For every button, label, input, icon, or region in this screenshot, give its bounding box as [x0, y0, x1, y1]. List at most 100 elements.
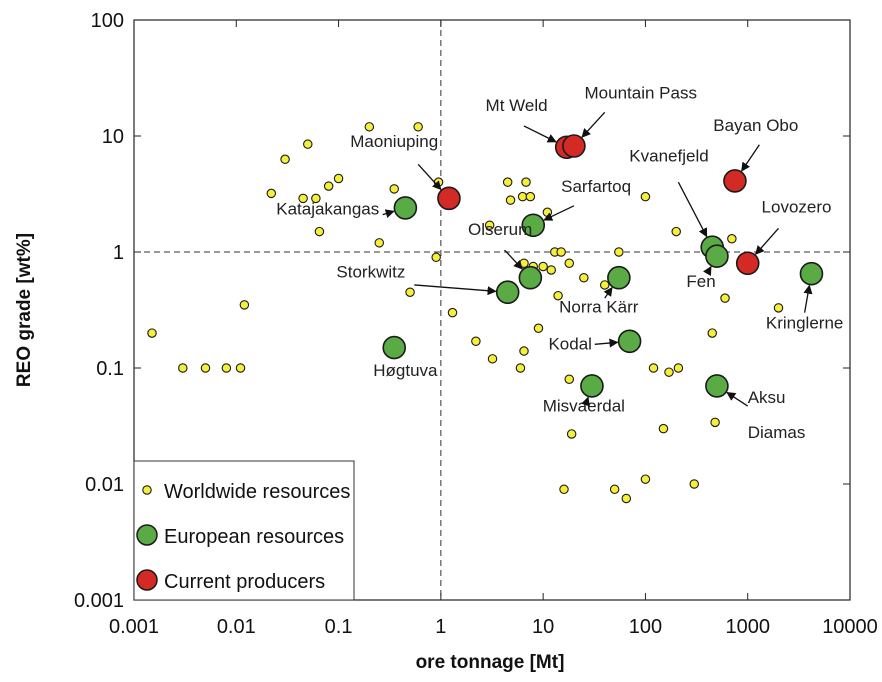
- annotation-arrow: [594, 338, 619, 348]
- annotations: Mt Weld Mountain Pass Maoniuping Bayan Obo K…: [276, 84, 843, 442]
- worldwide-point: [640, 474, 651, 484]
- annotation-arrow: [523, 125, 557, 143]
- x-tick-label: 0.001: [109, 616, 159, 638]
- worldwide-point: [559, 484, 569, 495]
- worldwide-point: [546, 265, 556, 275]
- worldwide-point: [405, 287, 415, 297]
- worldwide-point: [147, 328, 157, 338]
- annotation-label: Mountain Pass: [585, 84, 697, 103]
- worldwide-point: [447, 307, 458, 318]
- legend-label: Current producers: [164, 571, 325, 593]
- worldwide-point: [621, 493, 632, 504]
- annotation-label: Diamas: [748, 423, 806, 442]
- worldwide-point: [333, 173, 344, 184]
- worldwide-point: [323, 181, 334, 191]
- worldwide-point: [314, 226, 325, 237]
- annotation-label: Kodal: [548, 334, 591, 353]
- producer-point: [562, 134, 586, 158]
- annotation-label: Bayan Obo: [713, 116, 798, 135]
- european-point: [705, 244, 729, 269]
- x-tick-label: 1000: [725, 616, 770, 638]
- annotation-label: Fen: [686, 272, 715, 291]
- annotation-label: Olserum: [468, 220, 532, 239]
- x-tick-label: 1: [435, 616, 446, 638]
- european-point: [521, 213, 546, 238]
- worldwide-point: [673, 363, 684, 373]
- annotation-arrow: [581, 396, 590, 407]
- producer-point: [723, 169, 747, 193]
- worldwide-point: [658, 423, 669, 434]
- annotation-label: Norra Kärr: [559, 298, 639, 317]
- worldwide-point: [727, 234, 737, 244]
- x-axis-title: ore tonnage [Mt]: [416, 652, 565, 673]
- y-tick-label: 10: [102, 126, 124, 148]
- worldwide-point: [542, 207, 553, 218]
- annotation-arrow: [504, 249, 523, 270]
- y-tick-label: 0.1: [96, 358, 124, 380]
- worldwide-point: [689, 479, 699, 489]
- legend-label: Worldwide resources: [164, 481, 350, 503]
- annotation-arrow: [703, 265, 712, 277]
- worldwide-point: [266, 188, 277, 199]
- x-tick-label: 100: [629, 616, 662, 638]
- x-tick-label: 10000: [822, 616, 878, 638]
- annotation-label: Mt Weld: [486, 96, 548, 115]
- annotation-label: Storkwitz: [336, 263, 405, 282]
- worldwide-point: [280, 154, 290, 165]
- worldwide-point: [579, 272, 589, 283]
- worldwide-point: [707, 328, 717, 338]
- worldwide-point: [431, 252, 441, 263]
- worldwide-point: [720, 293, 730, 303]
- annotation-arrow: [414, 284, 497, 296]
- worldwide-point: [235, 363, 246, 373]
- european-point: [799, 261, 824, 286]
- worldwide-point: [484, 220, 495, 231]
- annotation-label: Katajakangas: [276, 200, 379, 219]
- x-tick-label: 0.01: [217, 616, 256, 638]
- producer-point: [437, 186, 461, 211]
- worldwide-point: [239, 300, 250, 310]
- producer-point: [735, 251, 760, 276]
- worldwide-point: [178, 363, 188, 373]
- legend-label: European resources: [164, 526, 344, 548]
- legend: Worldwide resources European resources Cur…: [133, 460, 355, 601]
- annotation-arrow: [755, 227, 779, 255]
- annotation-label: Lovozero: [762, 197, 832, 216]
- annotation-arrow: [603, 286, 613, 299]
- european-point: [518, 265, 543, 290]
- worldwide-point: [538, 261, 548, 272]
- annotation-arrow: [677, 181, 708, 238]
- worldwide-point: [614, 247, 624, 257]
- worldwide-point: [564, 258, 575, 268]
- worldwide-point: [525, 191, 536, 202]
- annotation-arrow: [382, 209, 395, 218]
- y-tick-label: 1: [113, 242, 124, 264]
- annotation-arrow: [803, 284, 813, 313]
- worldwide-point: [519, 258, 529, 268]
- worldwide-point: [515, 363, 526, 373]
- worldwide-point: [671, 226, 681, 237]
- worldwide-point: [519, 346, 529, 356]
- worldwide-point: [502, 177, 513, 187]
- y-tick-label: 100: [91, 10, 124, 32]
- annotation-label: Aksu: [748, 388, 786, 407]
- european-point: [495, 280, 520, 305]
- worldwide-point: [556, 247, 566, 257]
- worldwide-point: [364, 122, 375, 132]
- annotation-arrow: [417, 163, 442, 191]
- worldwide-point: [566, 429, 577, 439]
- worldwide-point: [564, 374, 575, 384]
- worldwide-point: [517, 191, 528, 202]
- legend-marker: [136, 524, 158, 546]
- european-point: [580, 374, 604, 398]
- legend-marker: [142, 485, 152, 495]
- annotation-label: Kringlerne: [766, 313, 844, 332]
- worldwide-point: [521, 177, 531, 187]
- legend-box: [133, 460, 355, 601]
- annotation-arrow: [741, 144, 760, 172]
- worldwide-point: [487, 354, 498, 364]
- worldwide-point: [648, 363, 659, 373]
- x-tick-label: 0.1: [325, 616, 353, 638]
